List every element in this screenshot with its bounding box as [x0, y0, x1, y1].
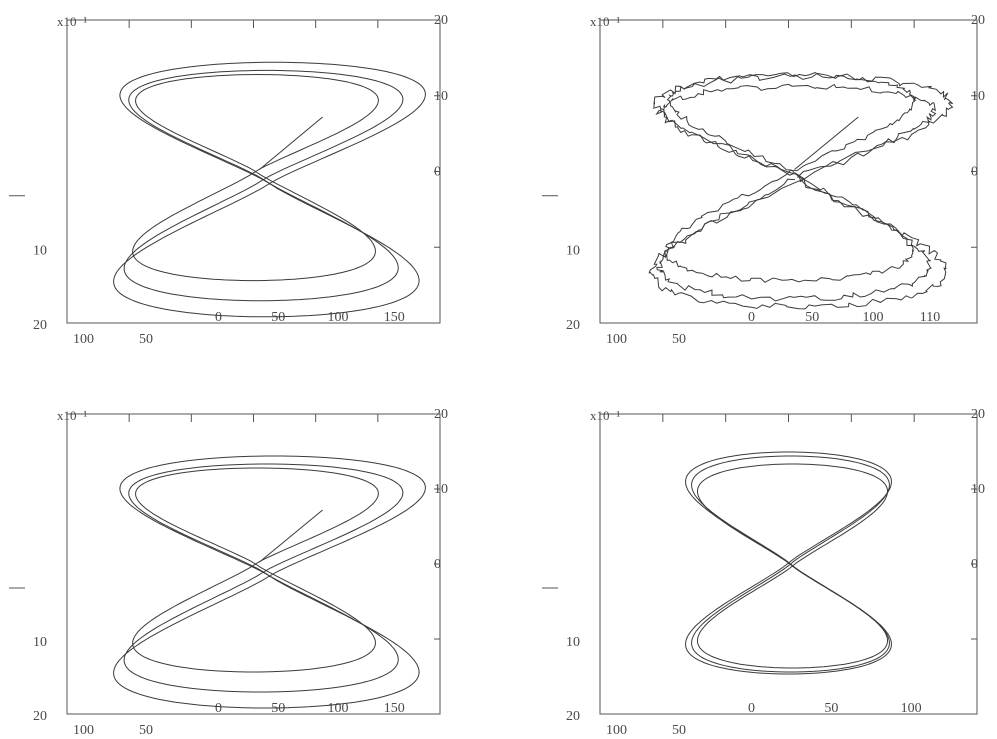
left-tick-label: 10	[566, 243, 580, 258]
trajectory-curve-2	[656, 83, 937, 302]
plot-frame	[66, 413, 441, 715]
frame-label: x10⁻¹	[57, 14, 87, 29]
left-tick-label: 10	[566, 635, 580, 650]
bottom-tick-label: 150	[384, 310, 405, 325]
trajectory-curve-1	[664, 71, 917, 283]
left-tick-label: 20	[566, 318, 580, 333]
right-tick-label: 20	[971, 407, 985, 422]
bottom-tick-label: 110	[920, 310, 940, 325]
plot-frame	[66, 19, 441, 324]
bottom-tick-label: 0	[748, 701, 755, 716]
bottom-tick-label: 50	[271, 701, 285, 716]
right-tick-label: 20	[434, 13, 448, 28]
right-tick-label: 0	[434, 165, 441, 180]
trajectory-curve-1	[132, 467, 379, 673]
trajectory-curve-1	[132, 73, 379, 282]
plot-frame	[599, 413, 978, 715]
trajectory-curve-3	[685, 451, 892, 675]
frame-label: x10⁻¹	[590, 408, 620, 423]
left-tick-label: 20	[33, 709, 47, 724]
bottom-tick-label: 50	[139, 332, 153, 347]
bottom-tick-label: 0	[748, 310, 755, 325]
left-tick-label: 20	[566, 709, 580, 724]
transient-tail	[259, 509, 323, 563]
plot-frame	[599, 19, 978, 324]
right-tick-label: 20	[434, 407, 448, 422]
bottom-tick-label: 100	[606, 723, 627, 738]
right-tick-label: 0	[971, 165, 978, 180]
left-tick-label: 20	[33, 318, 47, 333]
bottom-tick-label: 50	[824, 701, 838, 716]
trajectory-curve-3	[113, 455, 426, 709]
bottom-tick-label: 100	[901, 701, 922, 716]
right-tick-label: 10	[434, 482, 448, 497]
bottom-tick-label: 50	[271, 310, 285, 325]
transient-tail	[794, 116, 859, 170]
frame-label: x10⁻¹	[590, 14, 620, 29]
bottom-tick-label: 0	[215, 310, 222, 325]
trajectory-curve-3	[113, 61, 426, 318]
right-tick-label: 0	[971, 557, 978, 572]
bottom-tick-label: 100	[73, 332, 94, 347]
bottom-tick-label: 50	[805, 310, 819, 325]
left-tick-label: 10	[33, 635, 47, 650]
transient-tail	[259, 116, 323, 170]
trajectory-curve-3	[648, 72, 954, 310]
bottom-tick-label: 100	[606, 332, 627, 347]
right-tick-label: 20	[971, 13, 985, 28]
bottom-tick-label: 50	[672, 332, 686, 347]
bottom-tick-label: 100	[73, 723, 94, 738]
bottom-tick-label: 50	[672, 723, 686, 738]
left-tick-label: 10	[33, 243, 47, 258]
frame-label: x10⁻¹	[57, 408, 87, 423]
bottom-tick-label: 150	[384, 701, 405, 716]
bottom-tick-label: 100	[863, 310, 884, 325]
right-tick-label: 10	[971, 482, 985, 497]
bottom-tick-label: 50	[139, 723, 153, 738]
right-tick-label: 10	[971, 89, 985, 104]
bottom-tick-label: 0	[215, 701, 222, 716]
right-tick-label: 10	[434, 89, 448, 104]
right-tick-label: 0	[434, 557, 441, 572]
